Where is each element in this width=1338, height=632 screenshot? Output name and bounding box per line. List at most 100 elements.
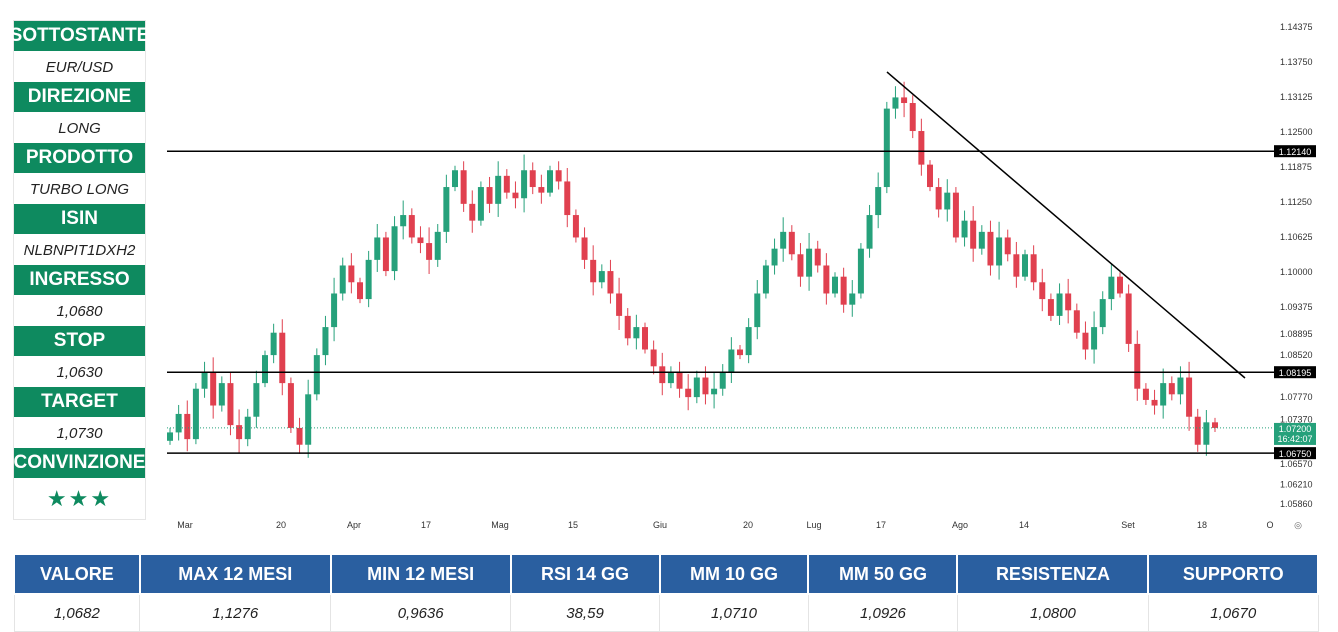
table-cell: 1,0800	[956, 593, 1149, 632]
table-header: MAX 12 MESI	[138, 553, 332, 595]
candle-down	[296, 427, 303, 445]
candle-down	[1117, 276, 1123, 294]
candle-down	[1047, 299, 1054, 316]
candle-up	[477, 187, 484, 221]
panel-label-isin: ISIN	[14, 204, 145, 235]
candle-up	[253, 383, 260, 417]
panel-value-direzione: LONG	[58, 119, 101, 137]
candle-up	[849, 293, 856, 305]
candle-down	[676, 371, 683, 389]
panel-label-convinzione: CONVINZIONE	[14, 448, 145, 479]
y-tick-label: 1.13750	[1280, 57, 1313, 67]
level-tag	[1274, 145, 1316, 158]
candle-down	[642, 327, 648, 350]
candle-up	[1160, 383, 1167, 406]
panel-label-sottostante: SOTTOSTANTE	[10, 21, 149, 52]
candle-down	[901, 97, 908, 104]
panel-value-stop: 1,0630	[56, 363, 103, 381]
candle-up	[832, 276, 838, 294]
table-cell: 0,9636	[330, 593, 512, 632]
x-tick-label: 14	[1019, 520, 1029, 530]
x-tick-label: 20	[276, 520, 286, 530]
candle-down	[1134, 343, 1141, 389]
candle-down	[348, 265, 355, 283]
candle-down	[814, 248, 821, 266]
level-tag	[1274, 447, 1316, 460]
x-tick-label: Mar	[177, 520, 193, 530]
x-tick-label: 20	[743, 520, 753, 530]
candle-up	[598, 271, 605, 283]
candle-up	[391, 226, 398, 272]
candle-down	[210, 371, 217, 406]
y-tick-label: 1.12500	[1280, 127, 1313, 137]
candle-down	[408, 215, 415, 238]
y-tick-label: 1.06570	[1280, 459, 1313, 469]
y-tick-label: 1.11875	[1280, 162, 1312, 172]
y-tick-label: 1.14375	[1280, 22, 1313, 32]
candle-down	[287, 383, 294, 428]
candle-down	[529, 170, 536, 188]
candle-down	[564, 181, 571, 216]
candle-up	[961, 220, 968, 238]
y-tick-label: 1.07770	[1280, 392, 1313, 402]
candle-down	[970, 220, 977, 249]
candle-up	[719, 371, 726, 389]
candle-up	[866, 215, 873, 249]
candle-up	[374, 237, 381, 260]
price-chart: 1.14375 1.13750 1.13125 1.12500 1.11875 1.112…	[167, 22, 1316, 530]
candle-down	[927, 164, 933, 188]
candle-up	[1022, 254, 1028, 277]
candle-down	[935, 187, 942, 210]
current-time-label: 16:42:07	[1277, 434, 1312, 444]
candle-down	[1013, 254, 1020, 277]
candle-down	[1212, 422, 1218, 428]
candle-up	[365, 259, 372, 300]
table-cell: 38,59	[510, 593, 661, 632]
trendline	[886, 71, 1246, 379]
candle-down	[1073, 310, 1080, 333]
y-tick-label: 1.07370	[1280, 414, 1313, 424]
x-tick-label: 17	[421, 520, 431, 530]
candle-up	[754, 293, 761, 328]
candle-down	[1142, 388, 1149, 400]
table-header: VALORE	[13, 553, 141, 595]
candle-up	[762, 265, 769, 294]
candle-down	[797, 254, 804, 277]
x-tick-label: Giu	[653, 520, 667, 530]
x-tick-label: Apr	[347, 520, 361, 530]
candle-down	[607, 271, 614, 294]
level-tag-label: 1.08195	[1279, 368, 1312, 378]
candle-up	[262, 355, 268, 384]
candle-down	[581, 237, 588, 260]
candle-down	[1125, 293, 1132, 344]
candle-up	[1108, 276, 1115, 300]
candle-up	[745, 327, 752, 356]
settings-icon: ◎	[1294, 520, 1302, 530]
candle-up	[1099, 299, 1106, 328]
panel-value-ingresso: 1,0680	[56, 302, 103, 320]
candle-down	[538, 187, 545, 193]
panel-value-prodotto: TURBO LONG	[29, 180, 130, 198]
candle-down	[357, 282, 363, 300]
candle-down	[503, 175, 510, 193]
candle-down	[987, 231, 994, 266]
candle-up	[1177, 377, 1184, 395]
candle-down	[616, 293, 623, 316]
candle-up	[201, 371, 208, 389]
y-tick-label: 1.11250	[1280, 197, 1312, 207]
candle-down	[1168, 383, 1175, 395]
indicators-table: VALORE MAX 12 MESI MIN 12 MESI RSI 14 GG MM …	[13, 553, 1319, 632]
candle-up	[978, 231, 985, 249]
panel-value-sottostante: EUR/USD	[45, 58, 114, 76]
candle-up	[270, 332, 277, 356]
candle-down	[840, 276, 847, 305]
candle-down	[685, 388, 692, 398]
candle-down	[909, 103, 916, 132]
candle-down	[1004, 237, 1011, 255]
x-tick-label: 15	[568, 520, 578, 530]
candle-down	[1030, 254, 1037, 283]
table-cell: 1,1276	[139, 593, 332, 632]
candle-down	[702, 377, 709, 395]
candle-up	[857, 248, 864, 294]
candle-up	[521, 170, 528, 199]
